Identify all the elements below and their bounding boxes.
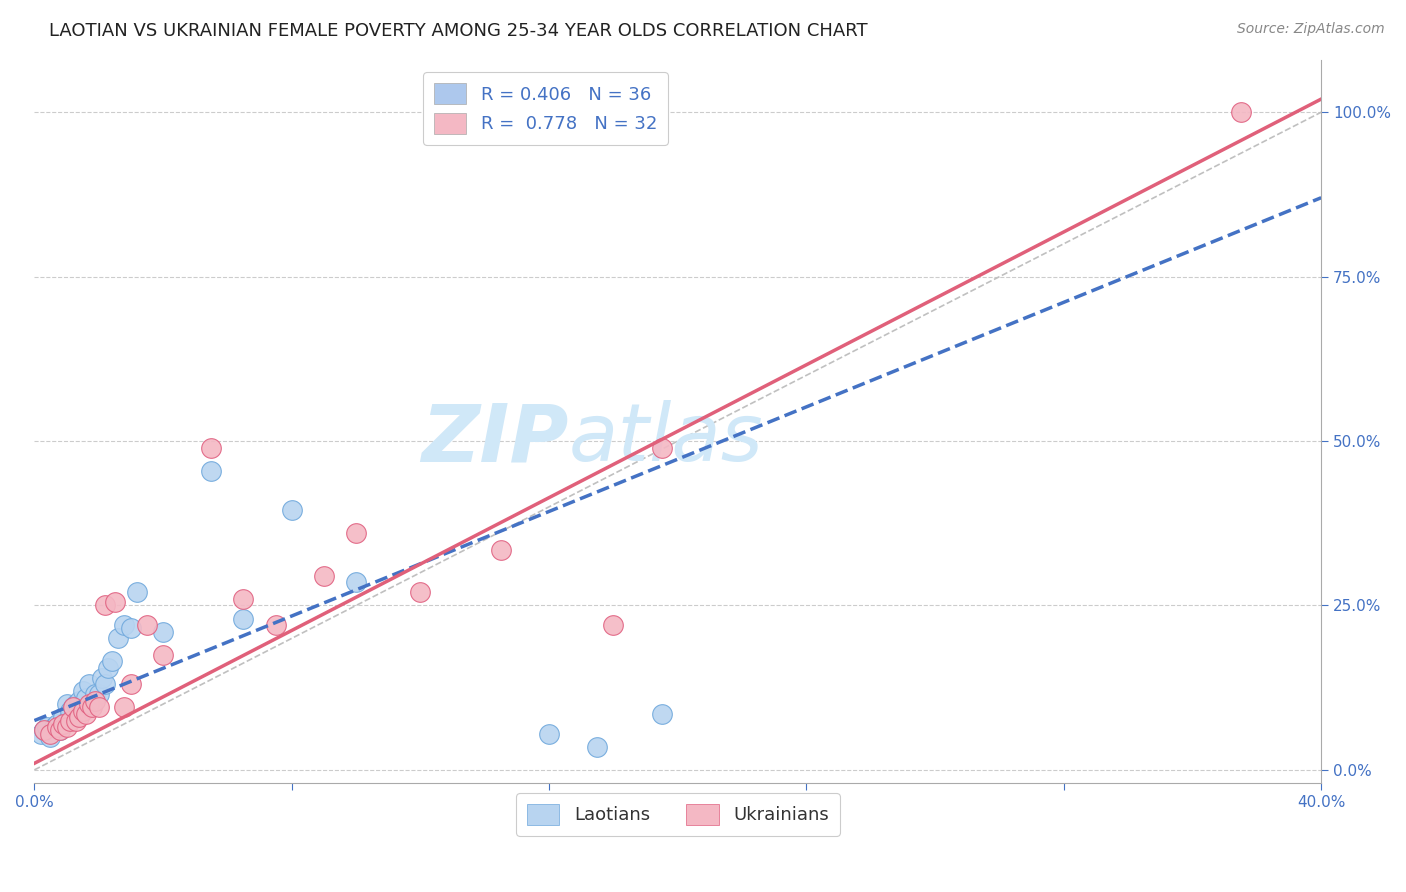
Point (49, 723, 72, 738)
Point (52, 710, 75, 724)
Point (280, 503, 302, 517)
Point (152, 624, 174, 639)
Point (37, 720, 59, 734)
Point (651, 706, 673, 721)
Point (100, 654, 122, 668)
Point (67, 694, 90, 708)
Point (77, 677, 100, 691)
Point (87, 687, 110, 701)
Point (59, 704, 82, 718)
Point (55, 714, 77, 728)
Text: ZIP: ZIP (420, 401, 568, 478)
Point (114, 700, 136, 714)
Point (232, 612, 254, 626)
Point (62, 700, 84, 714)
Text: atlas: atlas (568, 401, 763, 478)
Point (67, 710, 90, 724)
Point (49, 723, 72, 738)
Point (127, 585, 149, 599)
Point (77, 697, 100, 711)
Point (489, 542, 512, 557)
Text: LAOTIAN VS UKRAINIAN FEMALE POVERTY AMONG 25-34 YEAR OLDS CORRELATION CHART: LAOTIAN VS UKRAINIAN FEMALE POVERTY AMON… (49, 22, 868, 40)
Point (82, 700, 104, 714)
Point (87, 700, 110, 714)
Point (1229, 105, 1251, 120)
Point (82, 697, 104, 711)
Point (62, 700, 84, 714)
Point (59, 714, 82, 728)
Point (75, 706, 97, 721)
Point (94, 677, 117, 691)
Point (114, 618, 136, 632)
Legend: Laotians, Ukrainians: Laotians, Ukrainians (516, 793, 839, 836)
Point (72, 704, 94, 718)
Point (97, 661, 120, 675)
Point (32, 723, 55, 738)
Point (30, 727, 52, 741)
Point (72, 684, 94, 698)
Point (39, 727, 62, 741)
Point (65, 714, 87, 728)
Point (136, 618, 159, 632)
Point (152, 648, 174, 662)
Point (45, 716, 67, 731)
Point (344, 575, 367, 590)
Point (264, 618, 287, 632)
Point (312, 569, 335, 583)
Point (55, 697, 77, 711)
Point (409, 585, 432, 599)
Point (586, 739, 609, 754)
Point (232, 591, 254, 606)
Point (94, 599, 117, 613)
Point (200, 464, 222, 478)
Point (65, 697, 87, 711)
Point (538, 727, 561, 741)
Point (84, 687, 107, 701)
Point (84, 694, 107, 708)
Point (602, 618, 624, 632)
Point (107, 632, 129, 646)
Point (104, 595, 127, 609)
Text: Source: ZipAtlas.com: Source: ZipAtlas.com (1237, 22, 1385, 37)
Point (42, 720, 65, 734)
Point (55, 720, 77, 734)
Point (120, 677, 142, 691)
Point (45, 720, 67, 734)
Point (32, 723, 55, 738)
Point (52, 716, 75, 731)
Point (200, 441, 222, 455)
Point (651, 441, 673, 455)
Point (39, 730, 62, 744)
Point (75, 690, 97, 705)
Point (344, 526, 367, 541)
Point (90, 671, 112, 685)
Point (120, 622, 142, 636)
